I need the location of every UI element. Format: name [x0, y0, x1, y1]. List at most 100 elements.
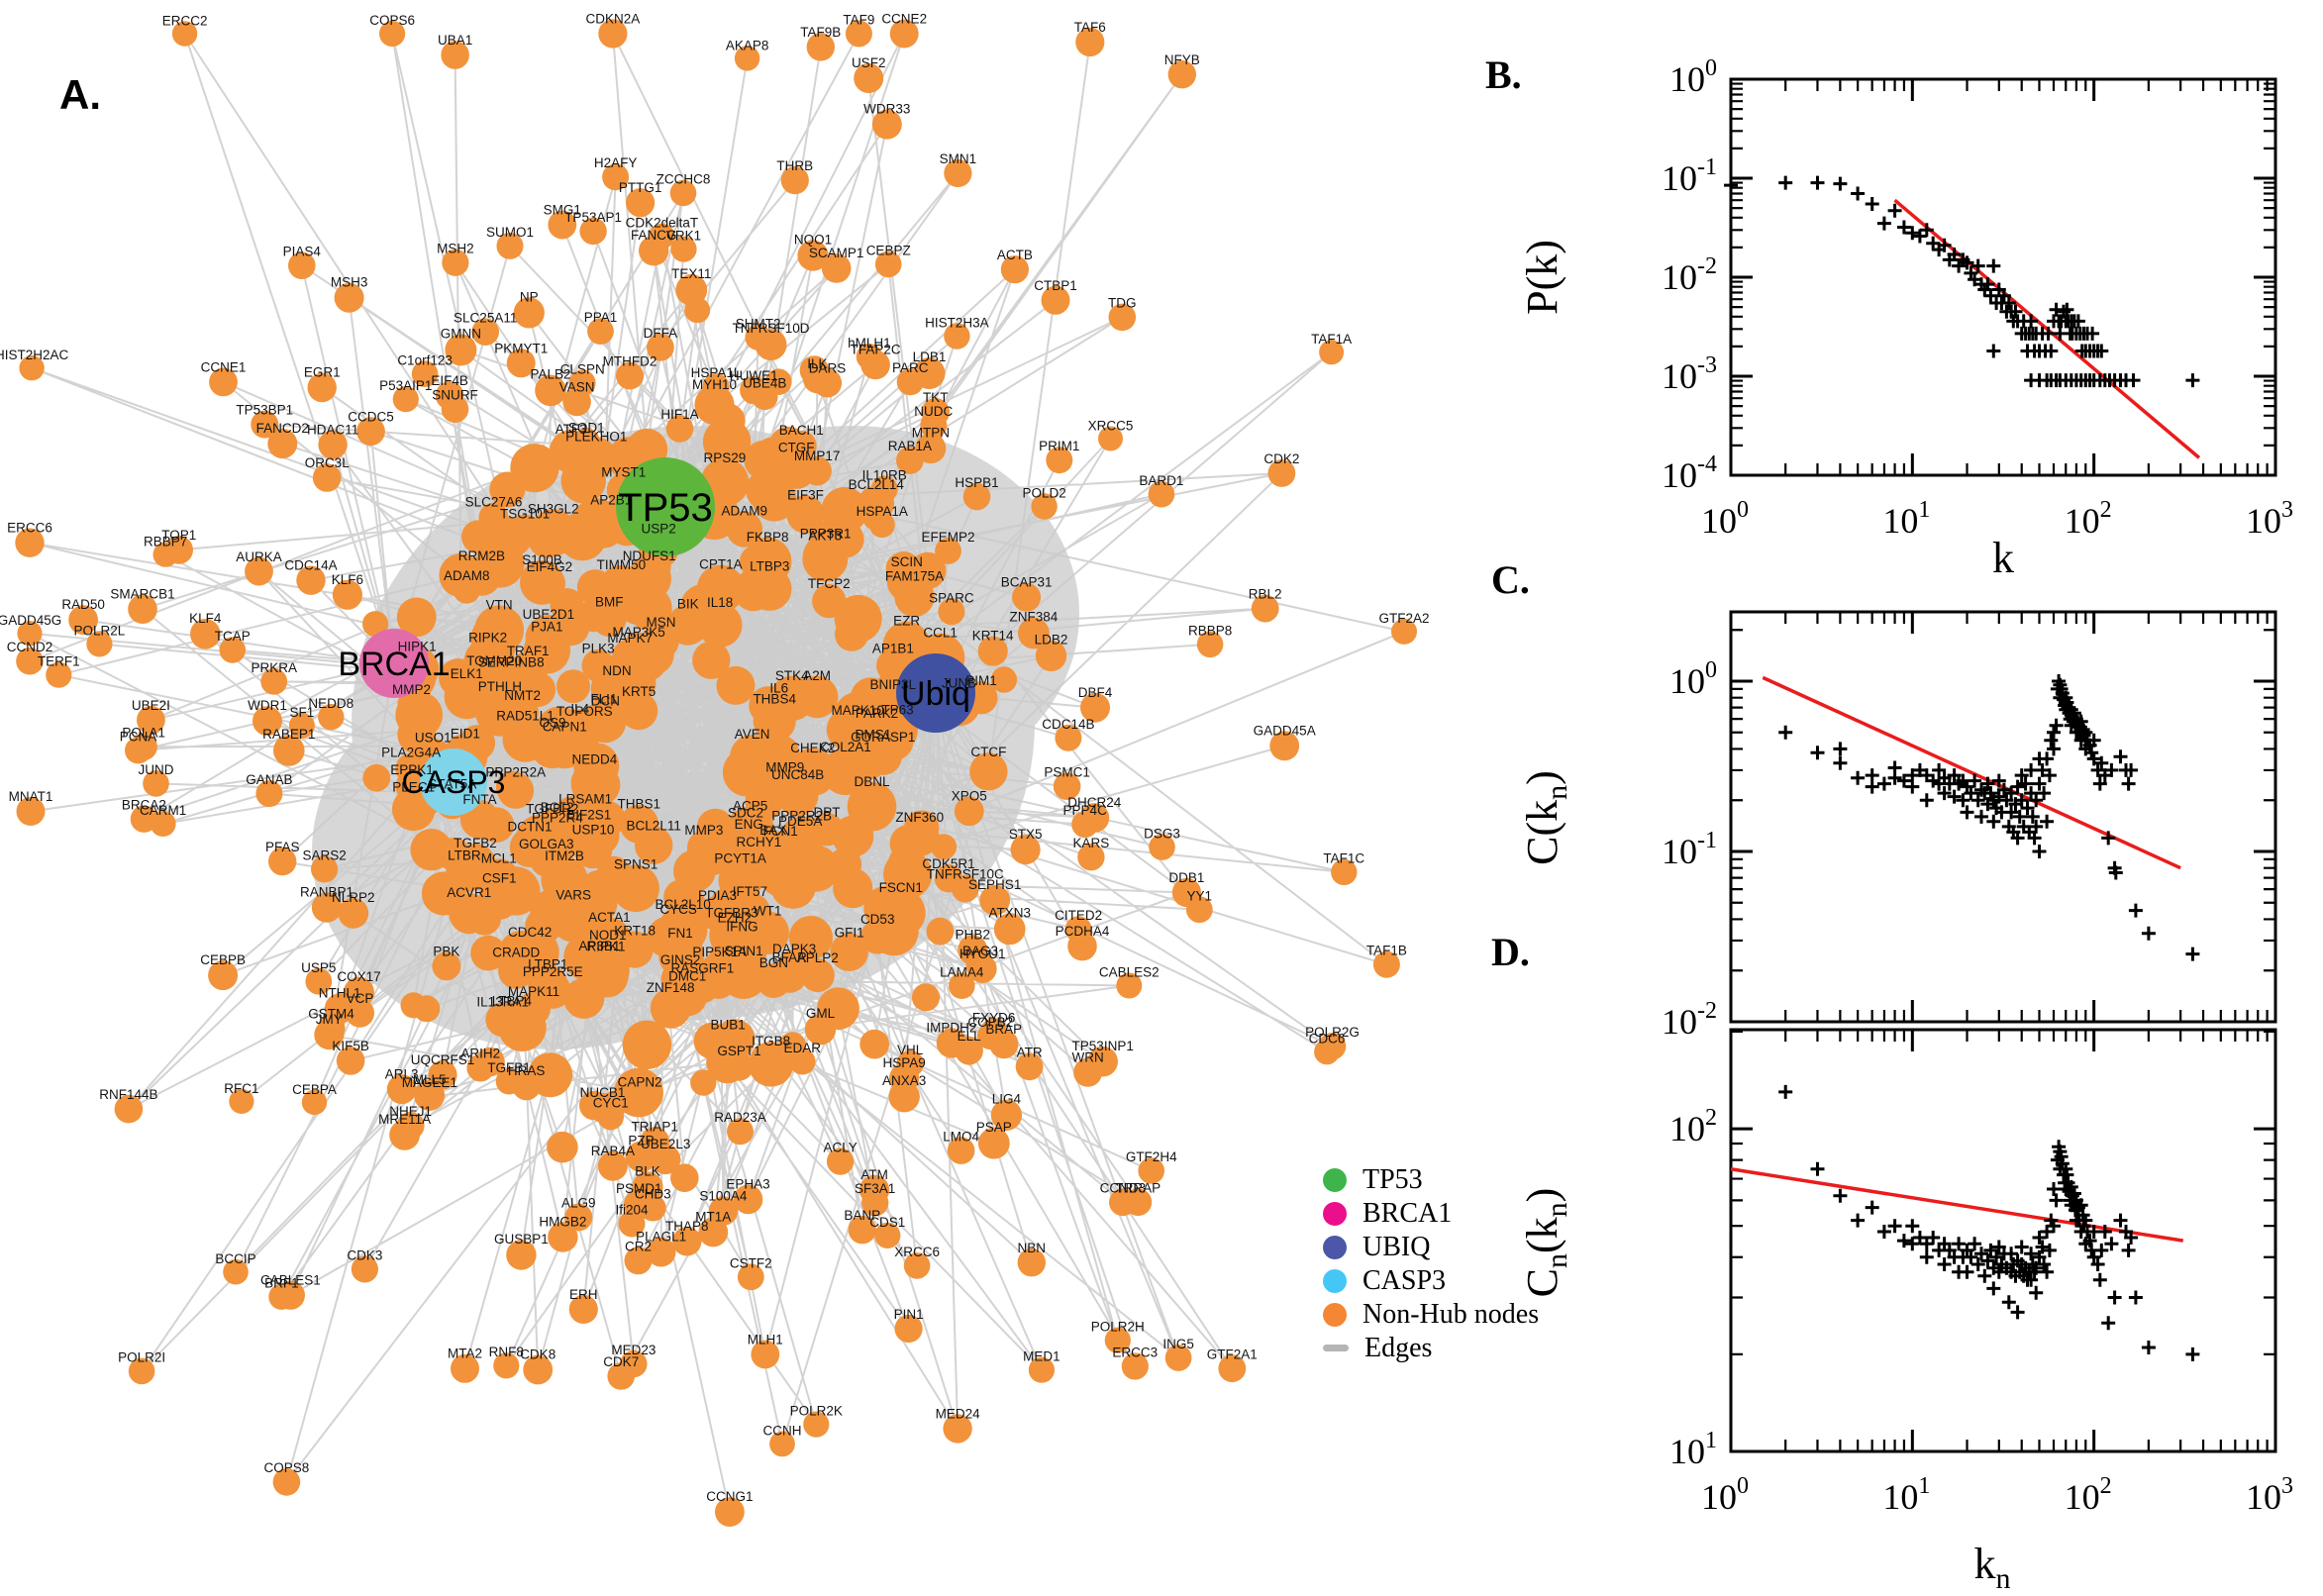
svg-text:EPPK1: EPPK1 — [390, 762, 434, 777]
svg-text:SMG1: SMG1 — [544, 203, 581, 218]
svg-text:RASGRF1: RASGRF1 — [671, 961, 735, 976]
svg-text:RNF8: RNF8 — [489, 1345, 524, 1359]
svg-text:KRT18: KRT18 — [614, 923, 656, 938]
svg-text:POLR2K: POLR2K — [790, 1403, 843, 1418]
svg-text:POLR2G: POLR2G — [1305, 1025, 1360, 1040]
svg-text:EIF2S1: EIF2S1 — [566, 807, 611, 822]
svg-text:HMGB2: HMGB2 — [539, 1214, 586, 1229]
svg-text:k: k — [1992, 534, 2014, 582]
network-node-labels: BRAP TDG RCHY1 EIF2S1 VARS TGFB1 PHB2 KIF5B ADAM… — [0, 11, 1430, 1504]
svg-text:CDC42: CDC42 — [508, 925, 552, 940]
svg-text:KIF5B: KIF5B — [332, 1039, 369, 1053]
svg-text:TAF1C: TAF1C — [1323, 851, 1364, 866]
svg-text:UBE2I: UBE2I — [132, 698, 170, 713]
svg-text:HIPK1: HIPK1 — [398, 640, 437, 654]
svg-text:KLF4: KLF4 — [189, 611, 222, 626]
svg-text:RFC1: RFC1 — [224, 1081, 258, 1096]
svg-text:GSTM4: GSTM4 — [308, 1007, 354, 1022]
svg-text:CYC1: CYC1 — [593, 1096, 629, 1111]
svg-text:DFFA: DFFA — [644, 326, 678, 341]
svg-text:LDB2: LDB2 — [1035, 633, 1068, 648]
svg-text:TCAP: TCAP — [215, 629, 251, 644]
svg-text:PHB2: PHB2 — [956, 928, 990, 943]
svg-text:TP53AP1: TP53AP1 — [564, 210, 622, 225]
svg-text:ALG9: ALG9 — [561, 1195, 596, 1210]
svg-text:MMP9: MMP9 — [765, 759, 804, 774]
svg-text:PCNA: PCNA — [120, 729, 157, 744]
svg-text:LMO4: LMO4 — [943, 1129, 979, 1144]
svg-text:Ubiq: Ubiq — [901, 675, 970, 713]
svg-text:10-3: 10-3 — [1662, 352, 1717, 396]
svg-text:CSTF2: CSTF2 — [730, 1255, 772, 1270]
svg-text:SPNS1: SPNS1 — [614, 856, 657, 871]
svg-text:THBS4: THBS4 — [753, 691, 796, 706]
svg-text:MT1A: MT1A — [695, 1210, 731, 1225]
svg-text:CCND3: CCND3 — [1100, 1180, 1147, 1195]
svg-text:PLEC1: PLEC1 — [392, 780, 435, 795]
svg-text:ZCCHC8: ZCCHC8 — [656, 172, 711, 187]
svg-text:STX5: STX5 — [1009, 827, 1043, 842]
svg-text:LRSAM1: LRSAM1 — [558, 792, 612, 807]
svg-text:GINS2: GINS2 — [660, 952, 701, 967]
svg-text:BCL2L14: BCL2L14 — [849, 477, 905, 492]
svg-text:PIP5K1A: PIP5K1A — [692, 945, 747, 959]
svg-text:A2M: A2M — [803, 668, 831, 683]
svg-text:TIMM50: TIMM50 — [597, 557, 647, 572]
svg-text:RNF144B: RNF144B — [99, 1087, 157, 1102]
svg-text:UQCRFS1: UQCRFS1 — [411, 1052, 475, 1067]
legend-item-edges: Edges — [1323, 1333, 1539, 1363]
svg-text:101: 101 — [1882, 497, 1930, 541]
svg-text:POLA1: POLA1 — [122, 726, 165, 741]
svg-text:CITED2: CITED2 — [1055, 908, 1102, 923]
legend-label: CASP3 — [1363, 1264, 1447, 1296]
svg-text:S100A4: S100A4 — [699, 1189, 748, 1204]
svg-text:MLL5: MLL5 — [413, 1072, 447, 1087]
svg-text:IL10RB: IL10RB — [862, 468, 907, 483]
svg-text:OS9: OS9 — [539, 716, 565, 731]
svg-text:10-1: 10-1 — [1662, 154, 1717, 198]
svg-text:THBS1: THBS1 — [618, 797, 661, 812]
svg-text:PRKRA: PRKRA — [251, 660, 297, 675]
svg-text:RRM2B: RRM2B — [458, 549, 505, 563]
svg-text:AP2B1: AP2B1 — [590, 493, 632, 508]
svg-text:COL2A1: COL2A1 — [820, 740, 871, 754]
svg-text:TFAP2C: TFAP2C — [851, 343, 901, 357]
svg-text:EIF3F: EIF3F — [787, 487, 824, 502]
svg-text:LTBP3: LTBP3 — [750, 558, 789, 573]
legend-swatch-3 — [1323, 1268, 1347, 1293]
svg-text:TNFRSF10C: TNFRSF10C — [927, 867, 1004, 882]
svg-text:HSPB1: HSPB1 — [955, 475, 998, 490]
svg-text:PPP2R2B: PPP2R2B — [771, 809, 832, 824]
svg-text:CD53: CD53 — [860, 912, 895, 927]
svg-text:PPP3R1: PPP3R1 — [800, 527, 852, 542]
svg-text:JUNB: JUNB — [942, 676, 976, 691]
svg-text:VCP: VCP — [347, 991, 374, 1006]
svg-text:HIST2H3A: HIST2H3A — [925, 315, 989, 330]
svg-text:100: 100 — [1701, 1473, 1749, 1517]
svg-text:AURKA: AURKA — [236, 549, 282, 564]
svg-text:RAB4A: RAB4A — [591, 1144, 635, 1158]
svg-text:RCHY1: RCHY1 — [737, 835, 782, 849]
svg-text:TRIAP1: TRIAP1 — [632, 1119, 678, 1134]
svg-text:VTN: VTN — [486, 598, 513, 613]
panel-a-label: A. — [59, 71, 101, 118]
svg-text:ARL3: ARL3 — [385, 1066, 419, 1081]
svg-text:WDR33: WDR33 — [863, 102, 910, 117]
svg-text:SCIN: SCIN — [891, 554, 923, 569]
svg-text:CDC14A: CDC14A — [284, 558, 337, 573]
svg-text:BCCIP: BCCIP — [215, 1251, 255, 1266]
svg-text:BLK: BLK — [635, 1163, 660, 1178]
svg-text:DARS: DARS — [809, 360, 847, 375]
svg-text:CABLES2: CABLES2 — [1099, 964, 1160, 979]
svg-text:ERH: ERH — [569, 1287, 598, 1302]
svg-text:CLSPN: CLSPN — [560, 362, 605, 377]
svg-text:COPS8: COPS8 — [264, 1460, 310, 1475]
svg-text:CDK5R1: CDK5R1 — [922, 856, 974, 871]
svg-text:ACTA1: ACTA1 — [588, 910, 631, 925]
svg-text:EZH2: EZH2 — [718, 910, 753, 925]
svg-text:ENG: ENG — [735, 817, 763, 832]
svg-text:TAF6: TAF6 — [1074, 20, 1106, 35]
svg-text:TGFB1: TGFB1 — [487, 1060, 531, 1075]
svg-text:IL4: IL4 — [570, 701, 589, 716]
svg-text:PFAS: PFAS — [265, 840, 300, 854]
